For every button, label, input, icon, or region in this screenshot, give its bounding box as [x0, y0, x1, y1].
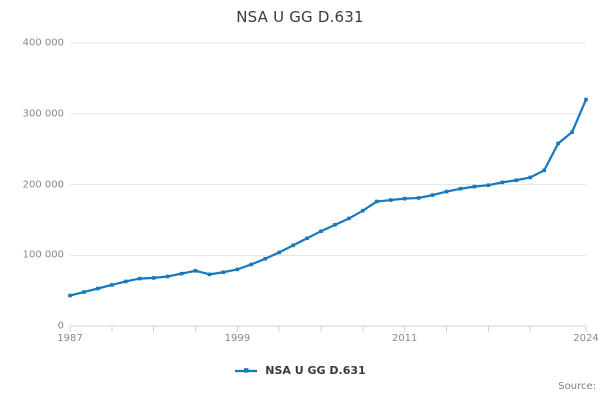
x-axis-tick-label: 1999 — [224, 333, 251, 344]
data-point — [472, 184, 477, 189]
gridlines — [70, 42, 586, 327]
data-point — [570, 130, 574, 134]
data-series-line — [68, 98, 588, 297]
chart-legend: NSA U GG D.631 — [0, 364, 600, 377]
data-point — [584, 97, 588, 102]
data-point — [430, 193, 435, 197]
legend-entry-label: NSA U GG D.631 — [265, 364, 366, 377]
data-point — [221, 270, 226, 275]
data-point — [416, 196, 421, 200]
data-point — [319, 229, 323, 233]
data-point — [458, 186, 463, 191]
data-point — [68, 293, 72, 298]
data-point — [305, 236, 309, 241]
y-axis-labels: 0 100 000 200 000 300 000 400 000 — [0, 0, 64, 400]
y-axis-tick-label: 200 000 — [22, 179, 64, 190]
data-point — [375, 199, 379, 204]
data-point — [528, 175, 533, 180]
data-point-markers — [68, 97, 588, 298]
data-point — [361, 208, 365, 213]
x-axis-ticks — [69, 326, 587, 332]
data-point — [333, 223, 337, 227]
data-point — [151, 276, 156, 280]
x-axis-tick-label: 1987 — [57, 333, 83, 344]
data-point — [291, 243, 295, 248]
y-axis-tick-label: 400 000 — [22, 37, 64, 49]
data-point — [193, 269, 198, 273]
y-axis-tick-label: 300 000 — [22, 108, 64, 120]
source-note: Source: — [558, 381, 596, 392]
data-point — [388, 198, 393, 202]
data-point — [82, 290, 86, 294]
data-point — [123, 279, 128, 284]
data-point — [235, 267, 240, 272]
chart-title: NSA U GG D.631 — [236, 8, 364, 26]
x-axis-tick-label: 2024 — [573, 333, 599, 344]
data-point — [402, 196, 407, 201]
data-point — [556, 141, 560, 146]
legend-line-icon — [235, 367, 258, 373]
data-point — [486, 183, 491, 188]
data-point — [137, 276, 142, 281]
data-point — [179, 271, 184, 276]
data-point — [444, 189, 449, 194]
data-point — [249, 262, 254, 267]
data-point — [347, 216, 351, 221]
data-point — [542, 168, 546, 173]
data-point — [207, 272, 212, 277]
series-line — [68, 98, 588, 297]
data-point — [165, 274, 170, 279]
y-axis-tick-label: 0 — [57, 320, 64, 332]
data-point — [263, 256, 268, 261]
x-axis-tick-label: 2011 — [391, 333, 418, 344]
y-axis-tick-label: 100 000 — [22, 249, 64, 261]
data-point — [500, 180, 505, 185]
data-point — [96, 286, 100, 291]
data-point — [277, 250, 281, 255]
data-point — [110, 283, 114, 287]
data-point — [514, 178, 519, 183]
